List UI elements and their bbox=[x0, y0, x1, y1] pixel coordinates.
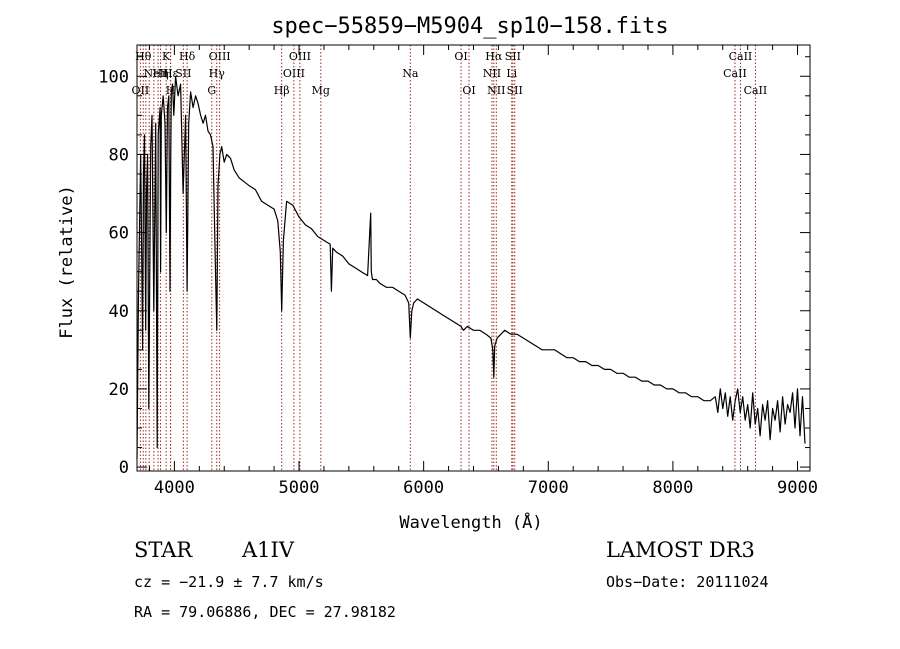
spectral-line-label: CaII bbox=[744, 84, 768, 97]
y-tick-label: 20 bbox=[109, 380, 129, 400]
spectral-line-label: OII bbox=[132, 84, 150, 97]
spectral-line-label: SII bbox=[507, 84, 523, 97]
line-labels-layer: OIIHθNeIIIHηKHHεSIIHδGHγOIIIHβOIIIOIIIMg… bbox=[132, 50, 768, 97]
obs-date-readout: Obs−Date: 20111024 bbox=[606, 573, 769, 591]
y-tick-label: 60 bbox=[109, 224, 129, 244]
spectral-line-label: OI bbox=[454, 50, 467, 63]
y-tick-label: 80 bbox=[109, 145, 129, 165]
x-tick-label: 7000 bbox=[528, 478, 569, 498]
spectral-line-label: G bbox=[207, 84, 216, 97]
spectral-line-label: Hβ bbox=[274, 84, 290, 97]
spectral-line-label: Hθ bbox=[135, 50, 152, 63]
spectral-line-label: Na bbox=[402, 67, 419, 80]
spectral-line-label: Hα bbox=[485, 50, 503, 63]
flux-series-line bbox=[136, 75, 806, 460]
y-tick-label: 0 bbox=[119, 458, 129, 478]
spectral-line-label: CaII bbox=[729, 50, 753, 63]
spectral-line-label: NeIII bbox=[143, 67, 172, 80]
class-label: STAR bbox=[134, 538, 193, 562]
spectral-line-label: Hγ bbox=[209, 67, 226, 80]
spectral-line-label: Mg bbox=[312, 84, 330, 97]
y-tick-label: 100 bbox=[98, 67, 129, 87]
x-tick-label: 4000 bbox=[154, 478, 195, 498]
spectral-line-label: OIII bbox=[289, 50, 311, 63]
spectral-line-label: OIII bbox=[209, 50, 231, 63]
x-tick-label: 6000 bbox=[403, 478, 444, 498]
spectral-line-label: Hη bbox=[152, 67, 168, 80]
y-tick-label: 40 bbox=[109, 302, 129, 322]
spectral-line-label: K bbox=[162, 50, 171, 63]
plot-frame bbox=[136, 44, 811, 472]
x-axis-label: Wavelength (Å) bbox=[399, 511, 542, 533]
spectral-line-label: OI bbox=[462, 84, 475, 97]
series-layer bbox=[136, 75, 806, 460]
spectral-line-label: SII bbox=[505, 50, 521, 63]
x-tick-label: 5000 bbox=[279, 478, 320, 498]
spectral-line-label: OIII bbox=[283, 67, 305, 80]
survey-label: LAMOST DR3 bbox=[606, 538, 755, 562]
spectral-line-label: Hδ bbox=[179, 50, 196, 63]
spectral-line-label: NII bbox=[483, 67, 501, 80]
chart-title: spec−55859−M5904_sp10−158.fits bbox=[271, 14, 668, 39]
subclass-label: A1IV bbox=[242, 538, 294, 562]
spectral-line-label: H bbox=[166, 84, 176, 97]
cz-readout: cz = −21.9 ± 7.7 km/s bbox=[134, 573, 324, 591]
spectral-lines-layer bbox=[139, 45, 756, 471]
spectral-line-label: CaII bbox=[723, 67, 747, 80]
x-tick-label: 8000 bbox=[652, 478, 693, 498]
spectral-line-label: NII bbox=[487, 84, 505, 97]
coordinates-readout: RA = 79.06886, DEC = 27.98182 bbox=[134, 603, 396, 621]
spectral-line-label: SII bbox=[175, 67, 191, 80]
axes-layer: 4000 5000 6000 7000 8000 9000 0 20 40 60 80 100 bbox=[98, 44, 818, 498]
y-axis-label: Flux (relative) bbox=[57, 185, 77, 339]
spectral-line-label: Hε bbox=[163, 67, 179, 80]
spectral-line-label: Li bbox=[506, 67, 517, 80]
x-tick-label: 9000 bbox=[777, 478, 818, 498]
